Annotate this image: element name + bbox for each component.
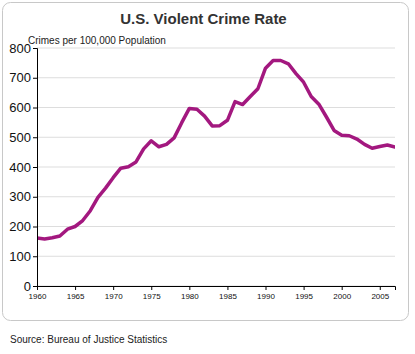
tick-mark: [266, 286, 267, 290]
tick-mark: [33, 48, 37, 49]
tick-label: 1970: [105, 292, 123, 301]
axis-line: [33, 49, 38, 287]
tick: 100: [9, 249, 37, 264]
grid-line: [37, 196, 395, 197]
tick: 1995: [295, 286, 313, 301]
tick: 1980: [181, 286, 199, 301]
axis-line: [38, 287, 396, 291]
plot-area: [37, 60, 395, 239]
tick-label: 1995: [295, 292, 313, 301]
tick: 1985: [219, 286, 237, 301]
title: U.S. Violent Crime Rate: [120, 10, 286, 27]
tick-mark: [33, 137, 37, 138]
tick-mark: [33, 197, 37, 198]
tick-mark: [151, 286, 152, 290]
tick-mark: [33, 108, 37, 109]
grid-line: [37, 256, 395, 257]
tick-label: 400: [9, 160, 31, 175]
tick-mark: [75, 286, 76, 290]
tick: 1975: [143, 286, 161, 301]
tick: 1960: [29, 286, 47, 301]
tick-mark: [33, 286, 37, 287]
tick-mark: [33, 227, 37, 228]
tick: 1970: [105, 286, 123, 301]
tick: 2000: [333, 286, 351, 301]
tick: 2005: [371, 286, 389, 301]
tick-mark: [189, 286, 190, 290]
tick-label: 200: [9, 219, 31, 234]
grid: [37, 48, 395, 286]
tick-label: 2005: [371, 292, 389, 301]
tick: 1990: [257, 286, 275, 301]
tick-mark: [380, 286, 381, 290]
y-axis-label: Crimes per 100,000 Population: [28, 35, 166, 46]
tick: 400: [9, 160, 37, 175]
tick-label: 1975: [143, 292, 161, 301]
grid-line: [37, 137, 395, 138]
tick-label: 1985: [219, 292, 237, 301]
grid-line: [37, 226, 395, 227]
tick-label: 300: [9, 189, 31, 204]
grid-line: [37, 107, 395, 108]
tick-label: 700: [9, 70, 31, 85]
tick-label: 1980: [181, 292, 199, 301]
tick: 200: [9, 219, 37, 234]
tick-mark: [227, 286, 228, 290]
tick: 1965: [67, 286, 85, 301]
grid-line: [37, 167, 395, 168]
tick: 700: [9, 70, 37, 85]
tick-label: 1965: [67, 292, 85, 301]
tick-label: 800: [9, 41, 31, 56]
tick-label: 1990: [257, 292, 275, 301]
tick-label: 600: [9, 100, 31, 115]
grid-line: [37, 48, 395, 49]
tick-mark: [342, 286, 343, 290]
tick: 600: [9, 100, 37, 115]
y-axis: 0100200300400500600700800: [9, 41, 37, 294]
tick-label: 1960: [29, 292, 47, 301]
source-note: Source: Bureau of Justice Statistics: [10, 334, 167, 345]
chart: U.S. Violent Crime Rate Crimes per 100,00…: [0, 0, 415, 354]
tick-mark: [33, 167, 37, 168]
x-axis: 1960 1965 1970 1975 1980 1985 1990 1995 2000 2005: [29, 286, 396, 301]
grid-line: [37, 77, 395, 78]
tick-mark: [33, 78, 37, 79]
tick: 800: [9, 41, 37, 56]
data-line: [37, 60, 395, 239]
tick-mark: [33, 256, 37, 257]
tick-mark: [304, 286, 305, 290]
tick-mark: [37, 286, 38, 290]
chart-frame: [3, 3, 409, 321]
tick-label: 100: [9, 249, 31, 264]
tick-label: 500: [9, 130, 31, 145]
tick-mark: [113, 286, 114, 290]
tick: 300: [9, 189, 37, 204]
tick: 500: [9, 130, 37, 145]
tick-label: 2000: [333, 292, 351, 301]
